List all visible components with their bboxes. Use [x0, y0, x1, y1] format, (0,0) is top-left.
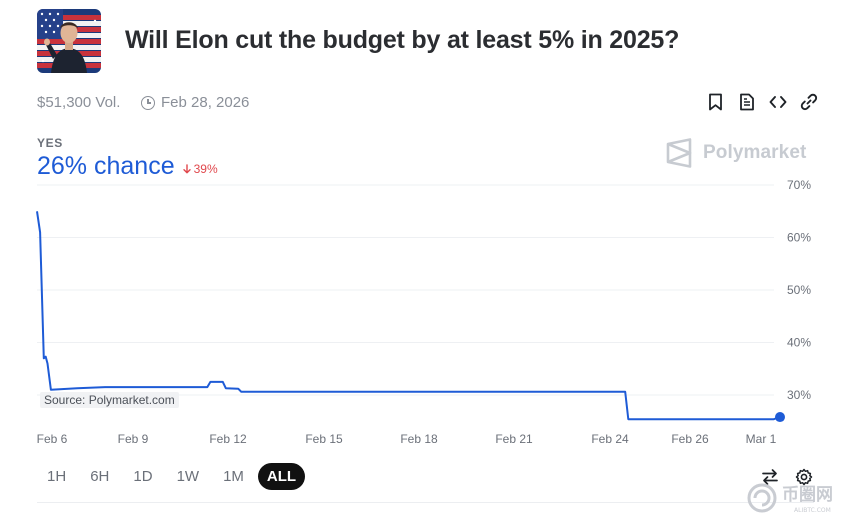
x-tick-label: Feb 15: [305, 432, 343, 446]
swap-icon[interactable]: [761, 468, 779, 486]
chance-delta: 39%: [182, 162, 218, 176]
polymarket-logo: Polymarket: [665, 138, 806, 168]
outcome-label: YES: [37, 136, 63, 150]
watermark-subtext: ALIBTC.COM: [794, 507, 831, 514]
price-chart[interactable]: 70% 60% 50% 40% 30% Feb 6 Feb 9 Feb 12 Feb 15 Feb…: [0, 180, 851, 450]
market-title: Will Elon cut the budget by at least 5% …: [125, 26, 680, 54]
polymarket-wordmark: Polymarket: [703, 142, 807, 163]
source-label: Source: Polymarket.com: [40, 392, 179, 408]
document-icon[interactable]: [737, 92, 756, 111]
range-1h[interactable]: 1H: [47, 468, 67, 485]
x-tick-label: Mar 1: [746, 432, 777, 446]
y-tick-label: 50%: [787, 283, 811, 297]
x-tick-label: Feb 9: [118, 432, 149, 446]
y-tick-label: 40%: [787, 336, 811, 350]
y-tick-label: 70%: [787, 180, 811, 192]
end-date: Feb 28, 2026: [141, 94, 249, 111]
volume-label: $51,300 Vol.: [37, 94, 121, 111]
clock-icon: [141, 95, 155, 110]
bottom-divider: [37, 502, 814, 503]
y-tick-label: 60%: [787, 231, 811, 245]
x-tick-label: Feb 18: [400, 432, 438, 446]
x-tick-label: Feb 12: [209, 432, 247, 446]
settings-gear-icon[interactable]: [795, 468, 813, 486]
watermark: 币圈网 ALIBTC.COM: [744, 478, 851, 516]
bookmark-icon[interactable]: [706, 92, 725, 111]
x-tick-label: Feb 6: [37, 432, 68, 446]
market-actions: [706, 92, 818, 111]
y-tick-label: 30%: [787, 388, 811, 402]
range-1m[interactable]: 1M: [223, 468, 244, 485]
chance-value: 26% chance: [37, 152, 175, 180]
range-6h[interactable]: 6H: [90, 468, 110, 485]
range-1d[interactable]: 1D: [133, 468, 153, 485]
arrow-down-icon: [182, 164, 191, 174]
x-tick-label: Feb 26: [671, 432, 709, 446]
chart-tools: [761, 468, 813, 486]
chance-delta-value: 39%: [193, 162, 218, 176]
end-date-label: Feb 28, 2026: [161, 94, 250, 111]
range-all[interactable]: ALL: [257, 463, 306, 490]
x-tick-label: Feb 24: [591, 432, 629, 446]
link-icon[interactable]: [799, 92, 818, 111]
market-avatar: [37, 9, 101, 73]
last-point-dot: [775, 412, 785, 423]
polymarket-logo-icon: [666, 138, 692, 168]
x-tick-label: Feb 21: [495, 432, 533, 446]
time-range-selector: 1H 6H 1D 1W 1M ALL: [37, 463, 306, 490]
series-line: [36, 211, 781, 421]
watermark-text: 币圈网: [782, 485, 833, 505]
embed-code-icon[interactable]: [768, 92, 787, 111]
chance-readout: 26% chance 39%: [37, 152, 218, 181]
range-1w[interactable]: 1W: [176, 468, 200, 485]
